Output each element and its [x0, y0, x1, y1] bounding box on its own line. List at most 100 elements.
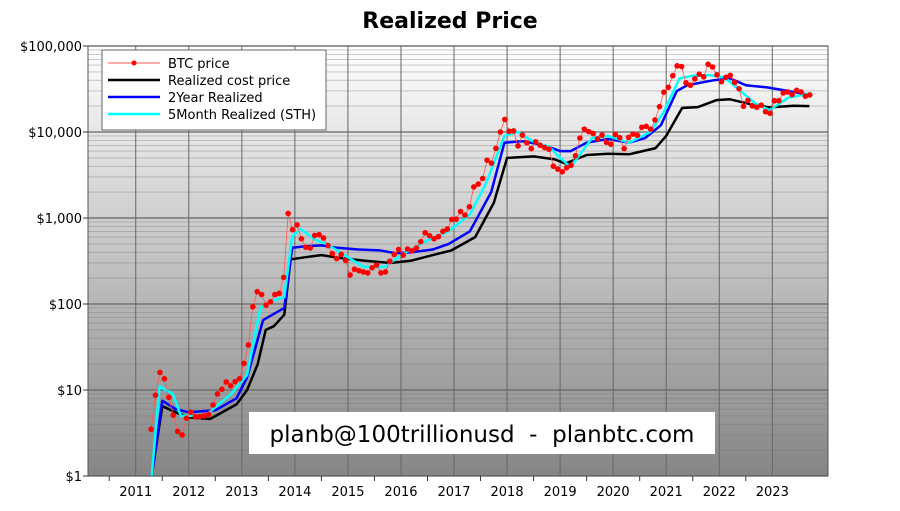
btc-price-point [409, 247, 415, 254]
btc-price-point [245, 342, 252, 348]
btc-price-point [753, 104, 760, 111]
btc-price-point [188, 409, 194, 416]
btc-price-point [462, 212, 468, 218]
btc-price-point [488, 160, 495, 166]
btc-price-point [333, 255, 340, 262]
btc-price-point [161, 375, 168, 382]
btc-price-point [157, 369, 163, 376]
legend-marker-btc [131, 60, 137, 66]
btc-price-point [656, 103, 663, 110]
btc-price-point [634, 132, 641, 139]
btc-price-point [422, 229, 428, 236]
btc-price-point [347, 272, 353, 278]
btc-price-point [356, 267, 362, 274]
btc-price-point [294, 222, 300, 228]
btc-price-point [440, 228, 446, 235]
btc-price-point [528, 145, 535, 152]
watermark: planb@100trillionusd - planbtc.com [270, 422, 695, 448]
btc-price-point [152, 392, 159, 399]
x-tick-label: 2011 [119, 485, 152, 500]
btc-price-point [568, 162, 574, 169]
btc-price-point [241, 360, 247, 367]
btc-price-point [183, 415, 190, 421]
btc-price-point [285, 210, 291, 217]
y-tick-label: $10 [57, 384, 82, 399]
btc-price-point [647, 126, 654, 132]
btc-price-point [258, 291, 265, 298]
btc-price-point [780, 90, 787, 96]
btc-price-point [806, 92, 813, 98]
btc-price-point [320, 235, 327, 241]
btc-price-point [612, 131, 619, 138]
btc-price-point [426, 232, 433, 239]
btc-price-point [214, 391, 221, 397]
btc-price-point [148, 426, 154, 433]
btc-price-point [338, 251, 345, 258]
btc-price-point [479, 175, 486, 182]
btc-price-point [378, 270, 384, 276]
btc-price-point [404, 246, 411, 252]
btc-price-point [201, 413, 207, 419]
btc-price-point [674, 63, 680, 69]
btc-price-point [453, 216, 459, 222]
btc-price-point [643, 123, 650, 130]
btc-price-point [758, 102, 764, 108]
x-tick-label: 2023 [756, 485, 789, 500]
btc-price-point [457, 208, 464, 215]
y-tick-label: $100 [49, 298, 82, 313]
series-line-1 [150, 77, 810, 477]
btc-price-point [417, 238, 424, 245]
btc-price-point [174, 428, 181, 435]
btc-price-point [519, 132, 526, 138]
btc-price-point [563, 164, 570, 171]
btc-price-point [501, 116, 508, 123]
btc-price-point [475, 181, 482, 187]
btc-price-point [798, 89, 804, 95]
btc-price-point [784, 89, 791, 95]
series-line-2 [150, 73, 810, 477]
btc-price-point [696, 71, 703, 77]
btc-price-point [616, 134, 623, 141]
btc-price-point [351, 266, 358, 272]
btc-price-point [210, 402, 216, 408]
btc-price-point [776, 97, 782, 104]
btc-price-point [515, 143, 521, 149]
btc-price-point [298, 235, 305, 242]
btc-price-point [325, 242, 331, 249]
btc-price-point [524, 139, 530, 146]
btc-price-point [789, 91, 795, 98]
x-tick-label: 2012 [172, 485, 205, 500]
btc-price-point [360, 269, 367, 275]
btc-price-point [727, 72, 734, 79]
btc-price-point [466, 203, 473, 210]
btc-price-point [585, 128, 592, 135]
btc-price-point [382, 269, 389, 275]
btc-price-point [652, 117, 658, 123]
btc-price-point [740, 103, 747, 110]
btc-price-point [555, 166, 561, 172]
watermark-box [249, 412, 715, 454]
btc-price-point [471, 184, 477, 190]
btc-price-point [736, 85, 742, 92]
y-tick-label: $1 [65, 470, 82, 485]
legend-label-btc: BTC price [168, 57, 230, 72]
btc-price-point [692, 76, 698, 82]
btc-price-point [254, 288, 261, 295]
x-tick-label: 2021 [650, 485, 683, 500]
btc-price-point [311, 232, 318, 239]
btc-price-point [232, 378, 238, 385]
btc-price-point [537, 142, 543, 149]
btc-price-point [329, 250, 336, 257]
btc-price-point [219, 386, 225, 393]
btc-price-point [722, 74, 729, 81]
btc-price-point [590, 130, 596, 137]
btc-price-point [267, 299, 274, 305]
btc-price-point [669, 72, 676, 79]
legend-label-realized: Realized cost price [168, 74, 290, 89]
btc-price-point [276, 290, 283, 297]
btc-price-point [448, 216, 455, 223]
y-tick-label: $100,000 [20, 40, 82, 55]
btc-price-point [603, 139, 610, 146]
btc-price-point [577, 135, 583, 141]
btc-price-point [678, 63, 685, 70]
